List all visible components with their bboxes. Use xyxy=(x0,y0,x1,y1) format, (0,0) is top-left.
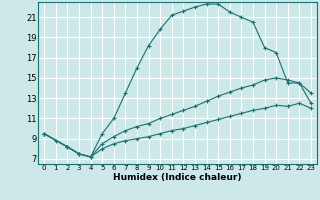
X-axis label: Humidex (Indice chaleur): Humidex (Indice chaleur) xyxy=(113,173,242,182)
